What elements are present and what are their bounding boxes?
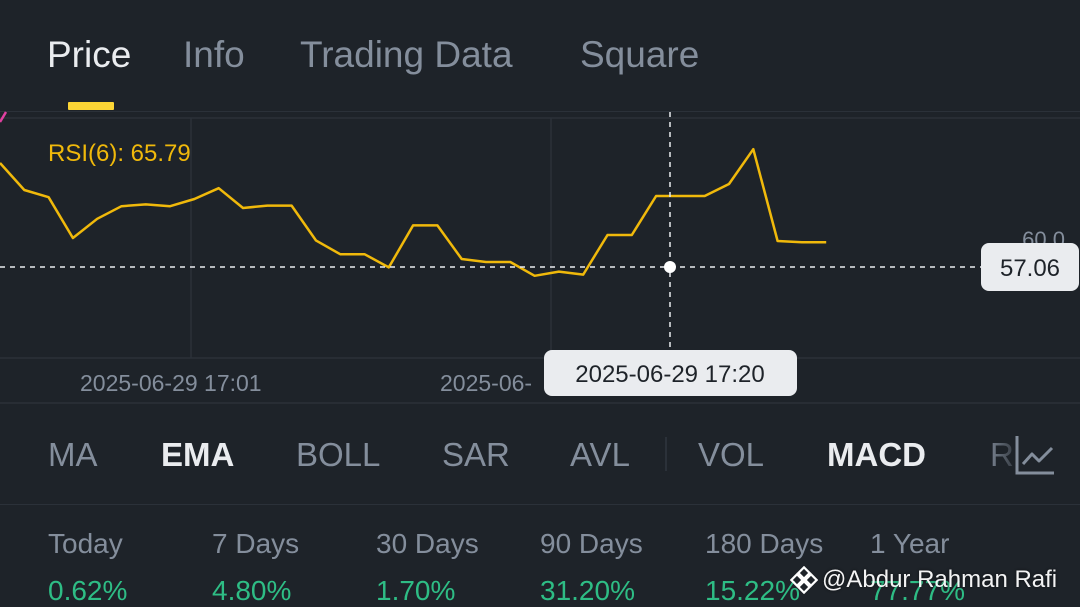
indicator-ma[interactable]: MA (48, 436, 98, 473)
x-tick-label: 2025-06- (440, 370, 532, 396)
active-tab-indicator (68, 102, 114, 110)
perf-value-30d: 1.70% (376, 575, 456, 606)
tab-square[interactable]: Square (580, 34, 700, 75)
x-tick-label: 2025-06-29 17:01 (80, 370, 262, 396)
indicator-sar[interactable]: SAR (442, 436, 510, 473)
indicator-fade (985, 432, 1020, 478)
perf-label-90d: 90 Days (540, 528, 643, 559)
indicator-macd[interactable]: MACD (827, 436, 926, 473)
indicator-divider (0, 504, 1080, 505)
top-tab-bar: Price Info Trading Data Square (0, 0, 1080, 112)
perf-label-30d: 30 Days (376, 528, 479, 559)
tab-divider (0, 111, 1080, 112)
overlay-mark (0, 111, 8, 123)
crosshair-time-box (544, 350, 797, 396)
indicator-ema[interactable]: EMA (161, 436, 235, 473)
perf-value-180d: 15.22% (705, 575, 800, 606)
rsi-line (0, 147, 827, 278)
perf-label-1y: 1 Year (870, 528, 950, 559)
rsi-indicator-label: RSI(6): 65.79 (48, 140, 191, 167)
crosshair-value: 57.06 (1000, 255, 1060, 282)
perf-value-90d: 31.20% (540, 575, 635, 606)
perf-value-1y: 77.77% (870, 575, 965, 606)
crosshair-time: 2025-06-29 17:20 (575, 361, 765, 388)
indicator-avl[interactable]: AVL (570, 436, 630, 473)
perf-label-180d: 180 Days (705, 528, 824, 559)
indicator-separator (665, 437, 667, 471)
watermark-text: @Abdur Rahman Rafi (822, 566, 1058, 593)
tab-price[interactable]: Price (47, 34, 132, 75)
indicator-vol[interactable]: VOL (698, 436, 765, 473)
indicator-boll[interactable]: BOLL (296, 436, 381, 473)
perf-label-7d: 7 Days (212, 528, 300, 559)
perf-value-today: 0.62% (48, 575, 128, 606)
rsi-chart[interactable]: 60.0 RSI(6): 65.79 2025-06-29 17:01 2025… (0, 0, 1080, 405)
crosshair-point (664, 261, 676, 273)
tab-info[interactable]: Info (183, 34, 245, 75)
tab-trading-data[interactable]: Trading Data (300, 34, 513, 75)
rsi-series (0, 147, 827, 278)
crosshair-value-box (981, 243, 1079, 291)
perf-label-today: Today (48, 528, 123, 559)
line-chart-settings-icon[interactable] (1012, 432, 1058, 478)
binance-logo-icon (790, 566, 818, 594)
perf-value-7d: 4.80% (212, 575, 292, 606)
